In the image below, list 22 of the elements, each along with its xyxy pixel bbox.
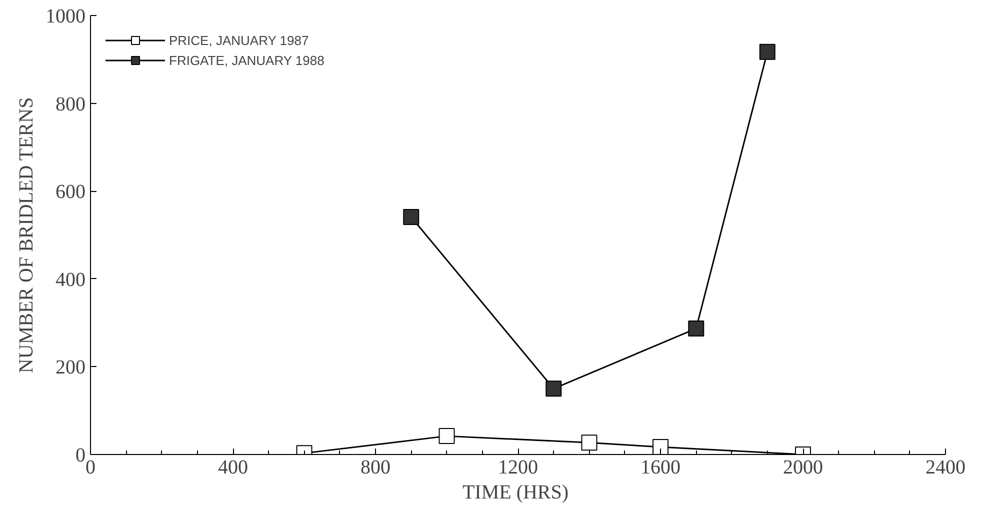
point bbox=[759, 44, 776, 60]
x-tick-label: 1600 bbox=[640, 456, 680, 478]
point bbox=[688, 320, 704, 337]
x-tick-label: 2400 bbox=[926, 456, 966, 478]
y-tick-label: 200 bbox=[56, 356, 86, 379]
y-axis-title: NUMBER OF BRIDLED TERNS bbox=[16, 97, 38, 374]
legend-label: FRIGATE, JANUARY 1988 bbox=[169, 52, 324, 68]
legend-label: PRICE, JANUARY 1987 bbox=[169, 32, 309, 48]
x-tick-label: 400 bbox=[218, 456, 248, 478]
point bbox=[581, 434, 598, 451]
y-tick-label: 600 bbox=[56, 181, 86, 204]
y-tick-label: 800 bbox=[56, 93, 86, 116]
point bbox=[546, 380, 562, 397]
x-tick-label: 1200 bbox=[498, 456, 538, 478]
y-tick-label: 400 bbox=[56, 268, 86, 291]
x-tick-label: 2000 bbox=[783, 456, 823, 478]
point bbox=[403, 209, 420, 225]
point bbox=[652, 439, 668, 454]
x-tick-label: 800 bbox=[360, 456, 390, 478]
point bbox=[438, 428, 455, 444]
y-tick-label: 1000 bbox=[46, 6, 86, 28]
x-axis-title: TIME (HRS) bbox=[462, 482, 569, 504]
